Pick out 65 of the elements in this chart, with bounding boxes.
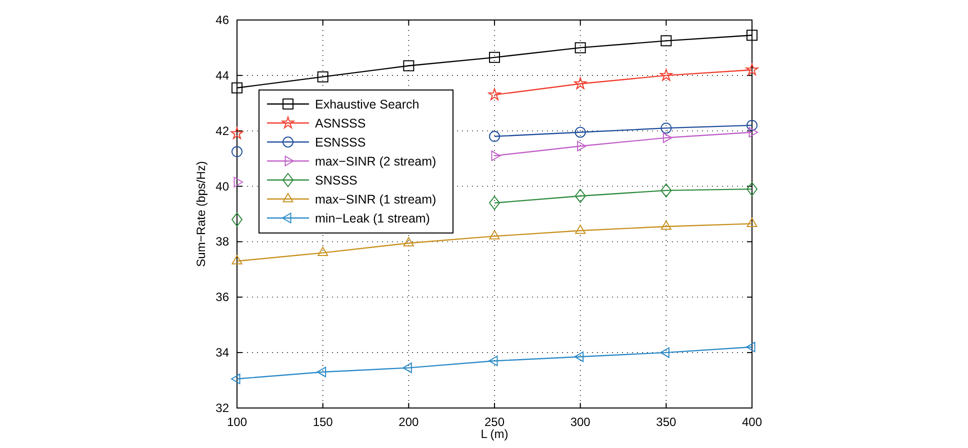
legend-label: max−SINR (1 stream) (315, 192, 436, 206)
y-tick-label: 32 (216, 401, 230, 415)
point (403, 237, 414, 246)
point (662, 132, 672, 144)
point (232, 146, 242, 158)
y-tick-label: 34 (216, 346, 230, 360)
y-axis-title: Sum−Rate (bps/Hz) (194, 161, 208, 267)
legend-label: ASNSSS (315, 116, 366, 130)
point (746, 30, 758, 41)
point (660, 35, 672, 46)
y-tick-label: 42 (216, 124, 230, 138)
x-axis-title: L (m) (480, 427, 508, 441)
x-tick-label: 400 (742, 415, 762, 429)
point (660, 183, 672, 198)
point (402, 362, 412, 374)
x-tick-label: 300 (570, 415, 591, 429)
point (489, 230, 500, 240)
y-tick-label: 40 (216, 179, 230, 194)
point (574, 188, 586, 203)
point (232, 82, 242, 94)
x-tick-label: 100 (226, 415, 248, 429)
point (316, 366, 326, 378)
point (746, 63, 758, 76)
y-tick-label: 36 (216, 290, 230, 304)
point (660, 68, 672, 81)
legend-label: SNSSS (315, 174, 358, 188)
point (489, 52, 500, 63)
legend-label: Exhaustive Search (315, 98, 420, 112)
x-tick-label: 250 (484, 415, 505, 429)
point (574, 42, 586, 54)
point (660, 220, 672, 230)
x-tick-label: 350 (656, 415, 676, 429)
point (746, 342, 756, 352)
point (318, 246, 328, 256)
point (574, 351, 584, 362)
x-tick-label: 150 (312, 415, 334, 429)
y-tick-label: 46 (216, 13, 230, 27)
point (489, 130, 500, 142)
point (230, 127, 244, 139)
point (746, 120, 758, 131)
y-tick-label: 44 (216, 68, 230, 82)
legend-label: max−SINR (2 stream) (315, 154, 436, 168)
point (491, 150, 500, 162)
x-tick-label: 200 (398, 415, 419, 429)
point (317, 71, 328, 82)
point (748, 126, 758, 138)
point (231, 374, 240, 384)
legend-label: min−Leak (1 stream) (315, 212, 430, 226)
point (232, 255, 242, 264)
legend-label: ESNSSS (315, 136, 366, 150)
point (746, 218, 758, 227)
point (489, 196, 500, 210)
point (577, 140, 586, 152)
point (488, 356, 498, 366)
point (403, 60, 414, 72)
point (488, 88, 501, 100)
point (746, 182, 758, 196)
point (574, 77, 587, 90)
point (234, 176, 243, 188)
point (660, 122, 672, 134)
point (660, 347, 670, 358)
point (574, 126, 586, 138)
point (232, 212, 242, 227)
point (575, 224, 586, 234)
y-tick-label: 38 (216, 234, 230, 249)
